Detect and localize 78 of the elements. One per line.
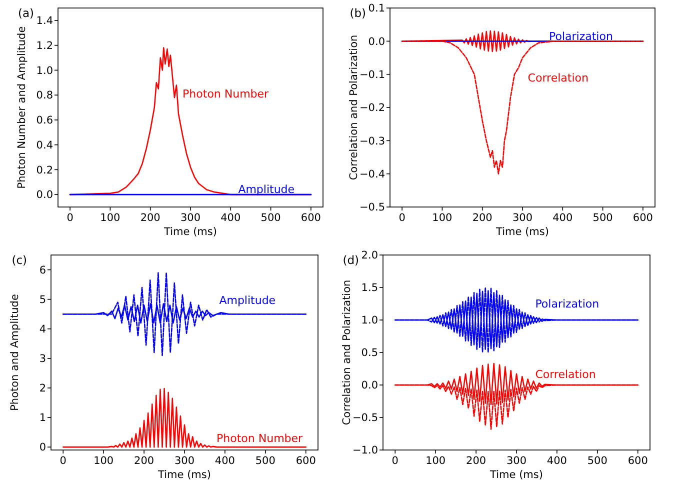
x-tick-label: 400: [552, 212, 573, 224]
y-axis-title: Photon and Amplitude: [9, 294, 21, 411]
x-tick-label: 400: [546, 455, 567, 467]
x-tick-label: 500: [260, 212, 281, 224]
y-tick-label: −1.0: [352, 444, 378, 457]
series-label: Photon Number: [216, 432, 304, 446]
series-label: Polarization: [549, 30, 613, 43]
series-label: Amplitude: [219, 294, 276, 307]
chart-title: (c): [12, 253, 27, 267]
series-label: Amplitude: [238, 183, 295, 196]
y-tick-label: −0.2: [360, 102, 385, 114]
y-axis-title: Photon Number and Amplitude: [16, 26, 28, 189]
y-tick-label: 1.4: [36, 15, 54, 28]
x-tick-label: 400: [214, 455, 235, 467]
x-axis-title: Time (ms): [489, 469, 543, 481]
x-tick-label: 500: [592, 212, 613, 224]
y-tick-label: 1: [39, 412, 46, 424]
x-axis-title: Time (ms): [163, 226, 217, 238]
y-tick-label: 1.5: [361, 282, 378, 294]
x-tick-label: 200: [472, 212, 492, 224]
y-tick-label: 1.0: [361, 314, 378, 327]
x-tick-label: 600: [632, 212, 653, 224]
series-label: Photon Number: [182, 88, 270, 101]
y-tick-label: 5: [39, 294, 46, 306]
x-tick-label: 600: [300, 212, 321, 224]
y-tick-label: 0.0: [361, 380, 378, 392]
y-tick-label: 4: [39, 324, 46, 336]
y-tick-label: −0.4: [360, 168, 386, 181]
x-tick-label: 500: [587, 455, 608, 467]
x-tick-label: 500: [255, 455, 276, 467]
x-tick-label: 100: [426, 455, 446, 467]
y-tick-label: 0.0: [36, 189, 53, 202]
y-tick-label: −0.1: [360, 69, 385, 82]
x-tick-label: 600: [296, 455, 316, 467]
x-tick-label: 0: [392, 455, 398, 467]
x-tick-label: 200: [134, 455, 154, 467]
y-tick-label: −0.5: [360, 202, 385, 214]
chart-title: (b): [350, 6, 366, 20]
y-tick-label: 0.6: [36, 114, 54, 127]
y-tick-label: 0.1: [368, 2, 385, 15]
y-tick-label: 0.8: [36, 90, 53, 102]
y-tick-label: 2.0: [361, 250, 378, 262]
x-tick-label: 300: [180, 212, 201, 224]
y-tick-label: 1.0: [36, 64, 53, 77]
x-tick-label: 100: [100, 212, 120, 224]
y-tick-label: 1.2: [36, 40, 53, 52]
x-tick-label: 600: [628, 455, 648, 467]
y-tick-label: 0.2: [36, 164, 53, 176]
y-tick-label: 0: [39, 442, 46, 454]
x-tick-label: 100: [432, 212, 452, 224]
series-label: Correlation: [528, 72, 588, 85]
chart-title: (a): [18, 6, 34, 20]
x-tick-label: 100: [94, 455, 114, 467]
y-tick-label: 0.4: [36, 139, 54, 152]
y-tick-label: 2: [39, 382, 46, 395]
x-tick-label: 300: [512, 212, 533, 224]
x-axis-title: Time (ms): [157, 469, 211, 481]
y-tick-label: 0.5: [361, 347, 378, 360]
chart-title: (d): [342, 253, 359, 267]
y-axis-title: Correlation and Polarization: [348, 34, 360, 180]
x-tick-label: 400: [220, 212, 241, 224]
x-tick-label: 0: [66, 212, 74, 224]
x-axis-title: Time (ms): [495, 226, 549, 238]
y-axis-title: Correlation and Polarization: [341, 280, 353, 426]
x-tick-label: 0: [398, 212, 406, 224]
x-tick-label: 300: [506, 455, 527, 467]
y-tick-label: 6: [39, 264, 46, 276]
x-tick-label: 0: [60, 455, 66, 467]
x-tick-label: 200: [140, 212, 160, 224]
y-tick-label: −0.3: [360, 135, 385, 148]
y-tick-label: 3: [39, 353, 46, 366]
y-tick-label: −0.5: [352, 412, 378, 424]
x-tick-label: 300: [174, 455, 195, 467]
series-label: Correlation: [535, 368, 596, 381]
line-series: [62, 388, 307, 448]
y-tick-label: 0.0: [368, 36, 385, 48]
x-tick-label: 200: [466, 455, 486, 467]
series-label: Polarization: [535, 298, 600, 311]
